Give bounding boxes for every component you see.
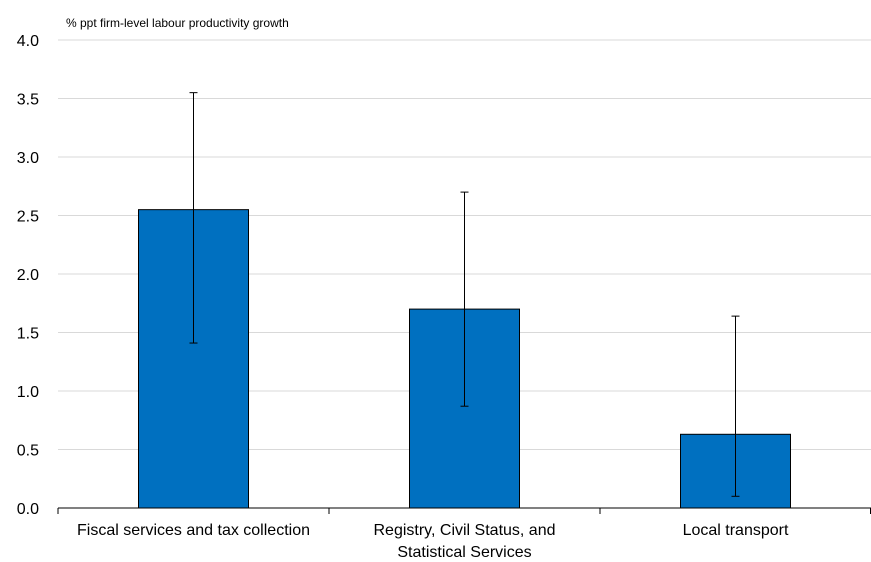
x-axis — [57, 507, 871, 514]
x-category-label: Local transport — [683, 522, 789, 539]
y-axis-tick-labels: 0.0 0.5 1.0 1.5 2.0 2.5 3.0 3.5 4.0 — [17, 33, 39, 518]
y-axis-label: % ppt firm-level labour productivity gro… — [66, 16, 289, 30]
y-tick-label: 0.0 — [17, 501, 39, 518]
y-tick-label: 4.0 — [17, 33, 39, 50]
y-tick-label: 2.5 — [17, 209, 39, 226]
y-tick-label: 3.0 — [17, 150, 39, 167]
y-tick-label: 0.5 — [17, 443, 39, 460]
y-tick-label: 1.0 — [17, 384, 39, 401]
y-tick-label: 1.5 — [17, 326, 39, 343]
x-category-label: Fiscal services and tax collection — [77, 522, 310, 539]
error-bars — [189, 92, 740, 497]
x-category-label: Statistical Services — [397, 544, 531, 561]
x-category-label: Registry, Civil Status, and — [374, 522, 556, 539]
x-axis-category-labels: Fiscal services and tax collection Regist… — [77, 522, 789, 561]
y-tick-label: 3.5 — [17, 92, 39, 109]
y-tick-label: 2.0 — [17, 267, 39, 284]
